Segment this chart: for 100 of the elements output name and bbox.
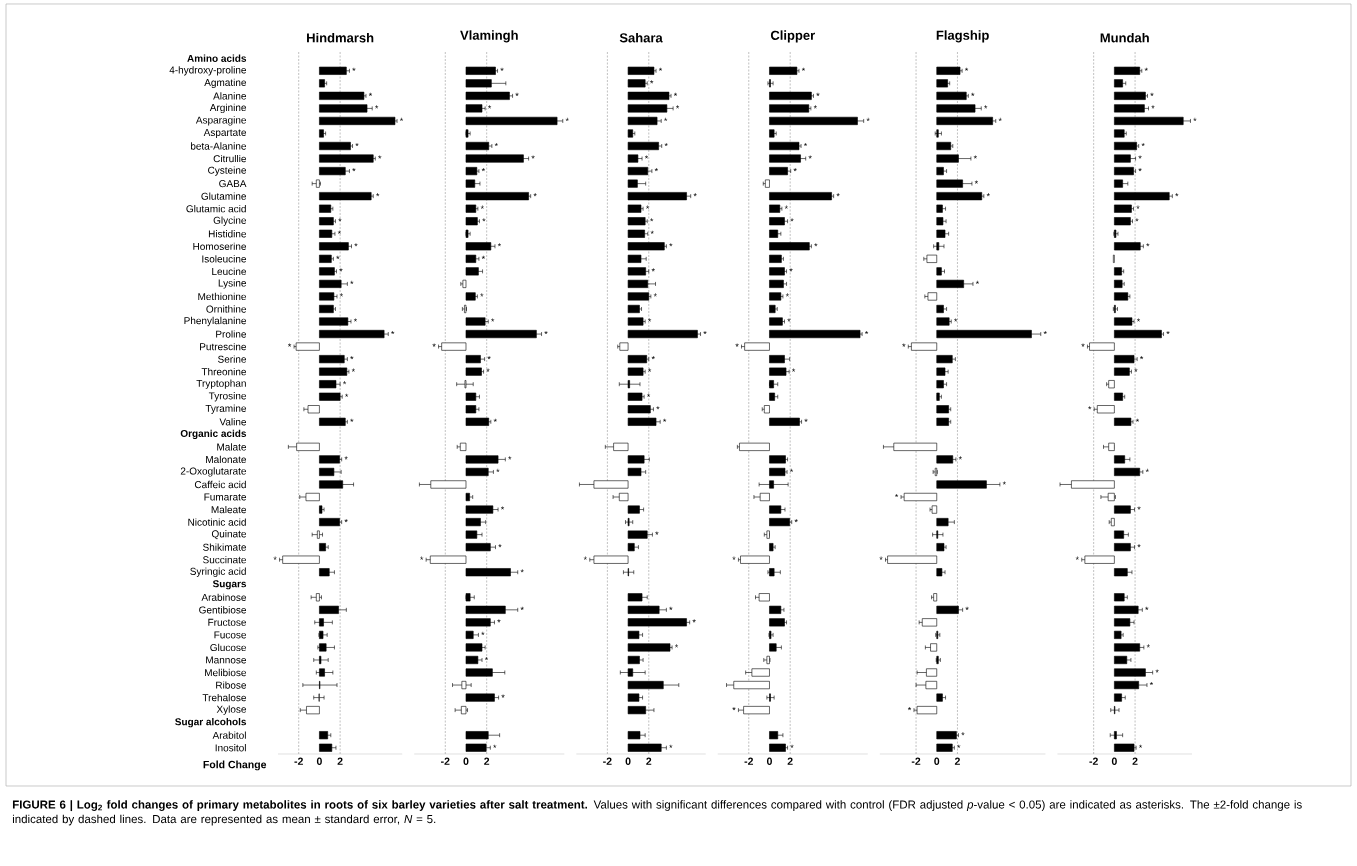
bar xyxy=(1114,618,1131,627)
data-label: * xyxy=(1002,481,1006,485)
data-label: * xyxy=(692,619,696,623)
data-label: * xyxy=(879,556,883,560)
data-label: * xyxy=(481,167,485,172)
data-label: * xyxy=(342,381,347,385)
x-tick-label: 2 xyxy=(646,757,652,765)
data-label: * xyxy=(674,644,679,648)
bar xyxy=(465,192,529,201)
data-label: * xyxy=(836,193,840,197)
data-label: * xyxy=(1145,606,1149,610)
data-label: * xyxy=(491,318,495,322)
y-tick-label: Trehalose xyxy=(202,693,247,702)
bar xyxy=(936,167,944,176)
y-tick-label: Syringic acid xyxy=(190,567,246,577)
data-label: * xyxy=(1138,167,1142,172)
bar xyxy=(319,167,346,176)
data-label: * xyxy=(902,343,906,347)
bar xyxy=(1114,455,1126,464)
data-label: * xyxy=(368,92,373,96)
bar xyxy=(627,317,644,326)
bar xyxy=(627,505,640,514)
data-label: * xyxy=(1137,506,1141,510)
y-tick-label: Agmatine xyxy=(204,78,247,88)
y-tick-label: Maleate xyxy=(211,505,247,514)
bar xyxy=(903,492,938,502)
bar xyxy=(465,630,474,639)
data-label: * xyxy=(965,606,969,610)
data-label: * xyxy=(378,155,382,159)
data-label: * xyxy=(484,656,489,661)
bar xyxy=(769,355,785,364)
y-tick-label: Proline xyxy=(216,330,247,338)
x-tick-label: -2 xyxy=(744,757,754,765)
bar xyxy=(927,292,938,301)
bar xyxy=(295,342,320,351)
data-label: * xyxy=(735,343,739,347)
y-tick-label: Glutamic acid xyxy=(186,205,246,213)
data-label: * xyxy=(1075,556,1079,560)
data-label: * xyxy=(669,243,673,247)
data-label: * xyxy=(500,506,505,510)
data-label: * xyxy=(693,193,697,197)
data-label: * xyxy=(1141,142,1145,147)
x-axis-title: Fold Change xyxy=(203,760,267,771)
y-tick-label: 4-hydroxy-proline xyxy=(169,66,247,76)
bar xyxy=(1114,643,1141,652)
bar xyxy=(465,292,476,301)
data-label: * xyxy=(813,105,817,109)
bar xyxy=(1114,204,1132,213)
bar xyxy=(465,104,483,113)
data-label: * xyxy=(654,167,658,172)
y-tick-label: Quinate xyxy=(211,530,247,540)
y-tick-label: Histidine xyxy=(208,230,247,238)
data-label: * xyxy=(432,343,436,347)
bar xyxy=(627,743,662,752)
bar xyxy=(930,643,938,652)
y-tick-label: Alanine xyxy=(213,92,247,100)
data-label: * xyxy=(650,230,654,234)
data-label: * xyxy=(565,117,569,122)
data-label: * xyxy=(957,744,961,748)
data-label: * xyxy=(375,105,379,109)
data-label: * xyxy=(1138,155,1142,159)
y-tick-label: Tryptophan xyxy=(196,379,246,389)
data-label: * xyxy=(1146,243,1150,247)
data-label: * xyxy=(1088,406,1092,410)
bar xyxy=(936,66,961,75)
data-label: * xyxy=(350,356,354,360)
bar xyxy=(319,568,330,577)
data-label: * xyxy=(964,67,969,71)
x-tick-label: 0 xyxy=(316,757,322,765)
y-tick-label: Arabitol xyxy=(212,731,246,739)
bar xyxy=(319,192,372,201)
data-label: * xyxy=(961,732,965,736)
bar xyxy=(627,655,640,665)
bar xyxy=(319,743,333,752)
bar xyxy=(627,304,640,314)
bar xyxy=(627,693,640,702)
bar xyxy=(627,242,665,251)
bar xyxy=(1114,568,1128,577)
data-label: * xyxy=(487,105,492,109)
bar xyxy=(319,630,324,639)
data-label: * xyxy=(646,393,651,397)
bar xyxy=(465,154,524,163)
bar xyxy=(1114,355,1135,364)
x-tick-label: 0 xyxy=(1111,757,1117,765)
bar xyxy=(429,555,467,564)
y-tick-label: Mannose xyxy=(206,656,247,664)
bar xyxy=(627,367,644,376)
bar xyxy=(465,417,490,426)
data-label: * xyxy=(971,92,975,96)
data-label: * xyxy=(351,368,355,372)
bar xyxy=(465,467,489,476)
bar xyxy=(465,317,486,326)
data-label: * xyxy=(493,744,497,748)
data-label: * xyxy=(497,243,502,247)
data-label: * xyxy=(487,356,491,360)
x-tick-label: 0 xyxy=(463,757,469,765)
y-tick-label: Inositol xyxy=(215,744,246,752)
y-tick-label: Glutamine xyxy=(201,192,247,200)
data-label: * xyxy=(732,707,736,711)
bar xyxy=(739,442,770,451)
